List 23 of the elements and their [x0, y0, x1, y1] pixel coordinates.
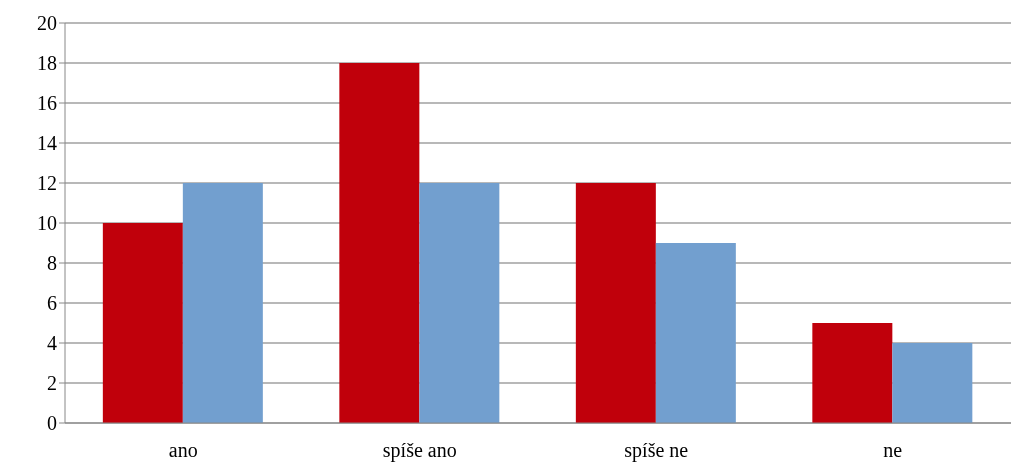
bar: [419, 183, 500, 423]
x-tick-label: spíše ne: [624, 439, 689, 463]
x-tick-label: ano: [168, 439, 198, 462]
x-tick-label: spíše ano: [382, 439, 457, 463]
bar: [892, 343, 973, 423]
y-tick-label: 4: [47, 332, 57, 355]
y-tick-label: 16: [37, 92, 57, 115]
bar: [339, 63, 420, 423]
bar: [575, 183, 656, 423]
bar: [655, 243, 736, 423]
bar: [182, 183, 263, 423]
y-tick-label: 8: [47, 252, 57, 275]
y-tick-label: 6: [47, 292, 57, 315]
y-tick-label: 18: [37, 52, 57, 75]
y-tick-label: 2: [47, 372, 57, 395]
y-tick-label: 14: [37, 132, 57, 155]
x-tick-label: ne: [883, 439, 903, 462]
y-tick-label: 20: [37, 12, 57, 35]
bar: [812, 323, 893, 423]
y-tick-label: 12: [37, 172, 57, 195]
y-tick-label: 0: [47, 412, 57, 435]
bar: [102, 223, 183, 423]
y-tick-label: 10: [37, 212, 57, 235]
